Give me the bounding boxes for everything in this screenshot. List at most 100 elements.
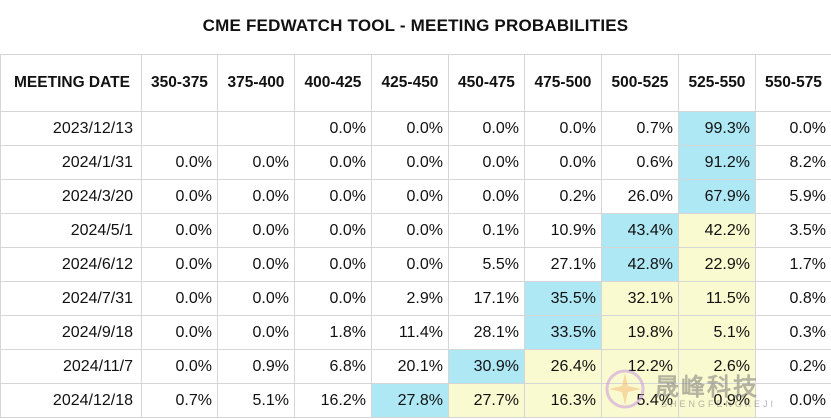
- probability-cell: 0.0%: [448, 145, 525, 180]
- probability-cell: 67.9%: [678, 179, 756, 214]
- column-header-500-525: 500-525: [601, 54, 679, 112]
- table-row: 2024/6/12 0.0% 0.0% 0.0% 0.0% 5.5% 27.1% 42.8% 2…: [0, 247, 831, 282]
- probability-cell: 5.5%: [448, 247, 525, 282]
- table-row: 2024/7/31 0.0% 0.0% 0.0% 2.9% 17.1% 35.5% 32.1%…: [0, 281, 831, 316]
- probability-cell: 22.9%: [678, 247, 756, 282]
- table-title: CME FEDWATCH TOOL - MEETING PROBABILITIE…: [202, 16, 629, 35]
- column-header-400-425: 400-425: [294, 54, 372, 112]
- probability-cell: 0.0%: [141, 349, 218, 384]
- column-header-450-475: 450-475: [448, 54, 525, 112]
- probability-cell: 1.8%: [294, 315, 372, 350]
- probability-cell: 0.0%: [755, 111, 831, 146]
- column-header-550-575: 550-575: [755, 54, 831, 112]
- probability-cell: 27.7%: [448, 383, 525, 418]
- column-header-375-400: 375-400: [217, 54, 295, 112]
- probability-cell: 0.0%: [371, 179, 449, 214]
- probability-cell: 0.0%: [294, 111, 372, 146]
- probability-cell: 1.7%: [755, 247, 831, 282]
- probability-cell: [217, 111, 295, 146]
- column-header-meeting-date: MEETING DATE: [0, 54, 142, 112]
- probability-cell: 0.9%: [217, 349, 295, 384]
- probability-cell: 0.0%: [217, 315, 295, 350]
- probability-cell: 0.0%: [371, 213, 449, 248]
- probability-cell: 11.5%: [678, 281, 756, 316]
- meeting-date-cell: 2024/6/12: [0, 247, 142, 282]
- probability-cell: 17.1%: [448, 281, 525, 316]
- probability-cell: 0.0%: [524, 145, 602, 180]
- probability-cell: 5.1%: [217, 383, 295, 418]
- probability-cell: 0.0%: [448, 111, 525, 146]
- table-row: 2023/12/13 0.0% 0.0% 0.0% 0.0% 0.7% 99.3% 0.0%: [0, 111, 831, 146]
- probability-cell: 16.3%: [524, 383, 602, 418]
- probability-cell: 26.4%: [524, 349, 602, 384]
- probability-cell: 5.9%: [755, 179, 831, 214]
- probability-cell: 2.6%: [678, 349, 756, 384]
- probability-cell: 6.8%: [294, 349, 372, 384]
- column-header-350-375: 350-375: [141, 54, 218, 112]
- probability-cell: 42.2%: [678, 213, 756, 248]
- probability-cell: 2.9%: [371, 281, 449, 316]
- meeting-date-cell: 2024/12/18: [0, 383, 142, 418]
- probability-cell: 0.0%: [217, 179, 295, 214]
- probability-cell: 32.1%: [601, 281, 679, 316]
- probability-cell: 33.5%: [524, 315, 602, 350]
- header-row: MEETING DATE 350-375 375-400 400-425 425-450…: [0, 54, 831, 112]
- probability-cell: 0.0%: [141, 179, 218, 214]
- probability-cell: 20.1%: [371, 349, 449, 384]
- probability-cell: 5.4%: [601, 383, 679, 418]
- probability-cell: 0.0%: [217, 145, 295, 180]
- probability-cell: 0.0%: [294, 247, 372, 282]
- probability-cell: 19.8%: [601, 315, 679, 350]
- table-row: 2024/3/20 0.0% 0.0% 0.0% 0.0% 0.0% 0.2% 26.0% 67…: [0, 179, 831, 214]
- table-row: 2024/12/18 0.7% 5.1% 16.2% 27.8% 27.7% 16.3% 5.…: [0, 383, 831, 418]
- probability-cell: 0.0%: [371, 111, 449, 146]
- meeting-date-cell: 2024/5/1: [0, 213, 142, 248]
- probability-cell: 30.9%: [448, 349, 525, 384]
- probability-cell: 0.0%: [217, 247, 295, 282]
- probability-cell: 43.4%: [601, 213, 679, 248]
- probability-cell: 0.1%: [448, 213, 525, 248]
- probability-cell: 0.0%: [371, 145, 449, 180]
- probability-table: MEETING DATE 350-375 375-400 400-425 425-450…: [0, 54, 831, 418]
- table-row: 2024/1/31 0.0% 0.0% 0.0% 0.0% 0.0% 0.0% 0.6% 91.…: [0, 145, 831, 180]
- probability-cell: 0.0%: [141, 315, 218, 350]
- probability-cell: 0.0%: [294, 213, 372, 248]
- column-header-475-500: 475-500: [524, 54, 602, 112]
- probability-cell: 0.7%: [141, 383, 218, 418]
- probability-cell: 0.0%: [141, 281, 218, 316]
- table-row: 2024/5/1 0.0% 0.0% 0.0% 0.0% 0.1% 10.9% 43.4% 42…: [0, 213, 831, 248]
- probability-cell: 11.4%: [371, 315, 449, 350]
- probability-cell: 28.1%: [448, 315, 525, 350]
- column-header-425-450: 425-450: [371, 54, 449, 112]
- probability-cell: 5.1%: [678, 315, 756, 350]
- probability-cell: 3.5%: [755, 213, 831, 248]
- table-row: 2024/9/18 0.0% 0.0% 1.8% 11.4% 28.1% 33.5% 19.8…: [0, 315, 831, 350]
- probability-cell: 0.0%: [141, 213, 218, 248]
- probability-cell: 0.0%: [755, 383, 831, 418]
- probability-cell: 26.0%: [601, 179, 679, 214]
- table-body: 2023/12/13 0.0% 0.0% 0.0% 0.0% 0.7% 99.3% 0.0% 2…: [0, 111, 831, 418]
- column-header-525-550: 525-550: [678, 54, 756, 112]
- probability-cell: 0.0%: [524, 111, 602, 146]
- probability-cell: 16.2%: [294, 383, 372, 418]
- meeting-date-cell: 2024/3/20: [0, 179, 142, 214]
- meeting-date-cell: 2024/1/31: [0, 145, 142, 180]
- probability-cell: 0.3%: [755, 315, 831, 350]
- probability-cell: 35.5%: [524, 281, 602, 316]
- meeting-date-cell: 2024/9/18: [0, 315, 142, 350]
- probability-cell: 0.6%: [601, 145, 679, 180]
- probability-cell: 27.1%: [524, 247, 602, 282]
- probability-cell: 10.9%: [524, 213, 602, 248]
- probability-cell: 0.0%: [448, 179, 525, 214]
- probability-cell: 27.8%: [371, 383, 449, 418]
- probability-cell: 0.9%: [678, 383, 756, 418]
- probability-cell: 0.0%: [371, 247, 449, 282]
- probability-cell: [141, 111, 218, 146]
- probability-cell: 0.0%: [141, 247, 218, 282]
- probability-cell: 0.0%: [217, 213, 295, 248]
- probability-cell: 12.2%: [601, 349, 679, 384]
- probability-cell: 99.3%: [678, 111, 756, 146]
- probability-cell: 42.8%: [601, 247, 679, 282]
- probability-cell: 0.7%: [601, 111, 679, 146]
- probability-cell: 0.0%: [294, 179, 372, 214]
